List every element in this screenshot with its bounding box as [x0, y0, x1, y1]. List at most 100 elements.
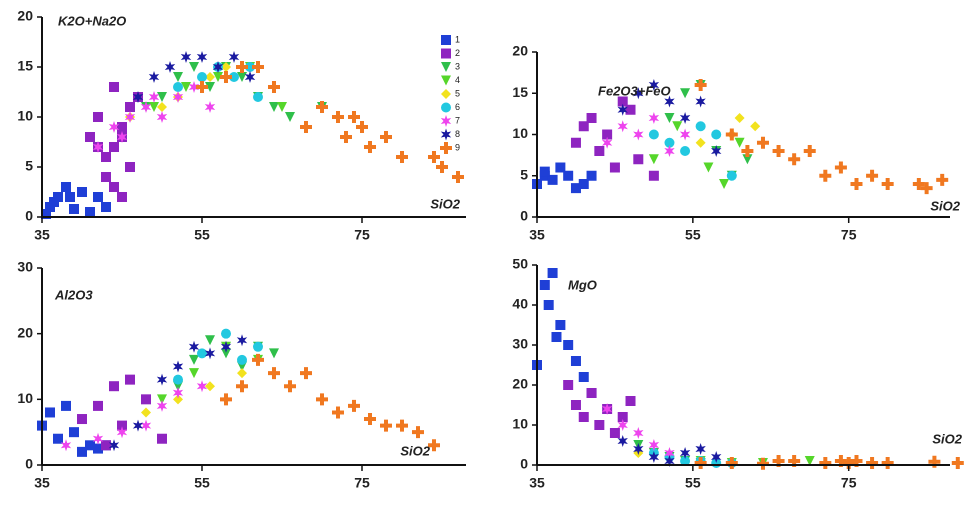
- data-point: [221, 62, 231, 72]
- data-point: [109, 82, 119, 92]
- data-point: [237, 72, 247, 82]
- data-point: [551, 332, 562, 342]
- data-point: [951, 457, 964, 469]
- data-point: [772, 455, 785, 467]
- data-point: [617, 120, 628, 133]
- data-point: [664, 137, 675, 148]
- data-point: [116, 131, 128, 143]
- data-point: [109, 381, 119, 392]
- y-axis-label: Al2O3: [54, 287, 93, 302]
- data-point: [181, 82, 191, 92]
- data-point: [617, 435, 628, 447]
- legend-marker: [441, 102, 451, 113]
- data-point: [680, 456, 691, 466]
- data-point: [196, 81, 208, 93]
- data-point: [547, 268, 558, 278]
- data-point: [61, 182, 71, 192]
- data-point: [85, 132, 95, 142]
- x-tick-label: 75: [841, 475, 857, 491]
- data-point: [679, 128, 691, 141]
- data-point: [586, 388, 597, 398]
- panel: 0 5 10 15 20 35 55 75 K2O+Na2O SiO2 1 2 3 4 5 6 7 8 9: [17, 8, 466, 243]
- y-tick-label: 15: [512, 84, 528, 100]
- y-tick-label: 10: [512, 416, 528, 432]
- data-point: [117, 420, 127, 431]
- data-point: [819, 457, 832, 469]
- data-point: [928, 455, 941, 468]
- x-tick-label: 55: [685, 475, 701, 491]
- data-point: [563, 380, 574, 390]
- data-point: [69, 204, 79, 214]
- data-point: [664, 113, 675, 123]
- legend-label: 6: [455, 102, 460, 112]
- data-point: [578, 121, 589, 132]
- data-point: [396, 151, 408, 163]
- data-point: [101, 152, 111, 162]
- data-point: [617, 419, 628, 431]
- data-point: [756, 136, 769, 149]
- data-point: [602, 129, 613, 140]
- data-point: [380, 419, 392, 432]
- data-point: [189, 368, 199, 379]
- data-point: [157, 433, 167, 444]
- data-point: [742, 154, 753, 165]
- data-point: [172, 91, 184, 103]
- data-point: [340, 131, 352, 143]
- data-point: [157, 92, 167, 102]
- data-point: [578, 179, 589, 189]
- data-point: [609, 428, 620, 438]
- data-point: [132, 91, 144, 103]
- data-point: [633, 87, 644, 100]
- data-point: [93, 112, 103, 122]
- y-tick-label: 20: [512, 43, 528, 59]
- data-point: [734, 137, 745, 148]
- data-point: [188, 81, 200, 93]
- data-point: [555, 162, 566, 173]
- data-point: [101, 440, 111, 451]
- panel: 0 10 20 30 40 50 35 55 75 MgO SiO2: [512, 256, 964, 491]
- data-point: [49, 197, 59, 207]
- data-point: [316, 101, 328, 113]
- data-point: [285, 112, 295, 122]
- data-point: [116, 426, 128, 439]
- data-point: [284, 380, 296, 393]
- legend-label: 4: [455, 75, 460, 85]
- data-point: [547, 174, 558, 185]
- data-point: [140, 419, 152, 432]
- data-point: [396, 419, 408, 432]
- x-tick-label: 55: [194, 475, 210, 491]
- y-tick-label: 30: [17, 259, 33, 275]
- data-point: [132, 419, 144, 432]
- data-point: [92, 432, 104, 445]
- data-point: [920, 182, 933, 195]
- data-point: [664, 95, 675, 108]
- data-point: [149, 102, 159, 112]
- data-point: [648, 439, 660, 451]
- data-point: [124, 111, 136, 123]
- data-point: [93, 443, 103, 454]
- data-point: [157, 394, 167, 405]
- legend-label: 2: [455, 48, 460, 58]
- data-point: [85, 440, 95, 451]
- data-point: [220, 393, 232, 406]
- data-point: [148, 91, 160, 103]
- x-tick-label: 55: [685, 227, 701, 243]
- data-point: [117, 122, 127, 132]
- x-tick-label: 35: [529, 475, 545, 491]
- data-point: [563, 170, 574, 181]
- data-point: [77, 187, 87, 197]
- data-point: [172, 386, 184, 399]
- x-tick-label: 35: [34, 227, 50, 243]
- data-point: [625, 396, 636, 406]
- data-point: [703, 162, 714, 173]
- data-point: [220, 340, 232, 353]
- data-point: [756, 457, 769, 470]
- data-point: [750, 121, 761, 132]
- panel: 0 5 10 15 20 35 55 75 Fe2O3+FeO SiO2: [512, 43, 960, 243]
- data-point: [539, 166, 550, 177]
- y-tick-label: 30: [512, 336, 528, 352]
- data-point: [633, 128, 644, 141]
- data-point: [834, 161, 847, 174]
- data-point: [428, 439, 440, 452]
